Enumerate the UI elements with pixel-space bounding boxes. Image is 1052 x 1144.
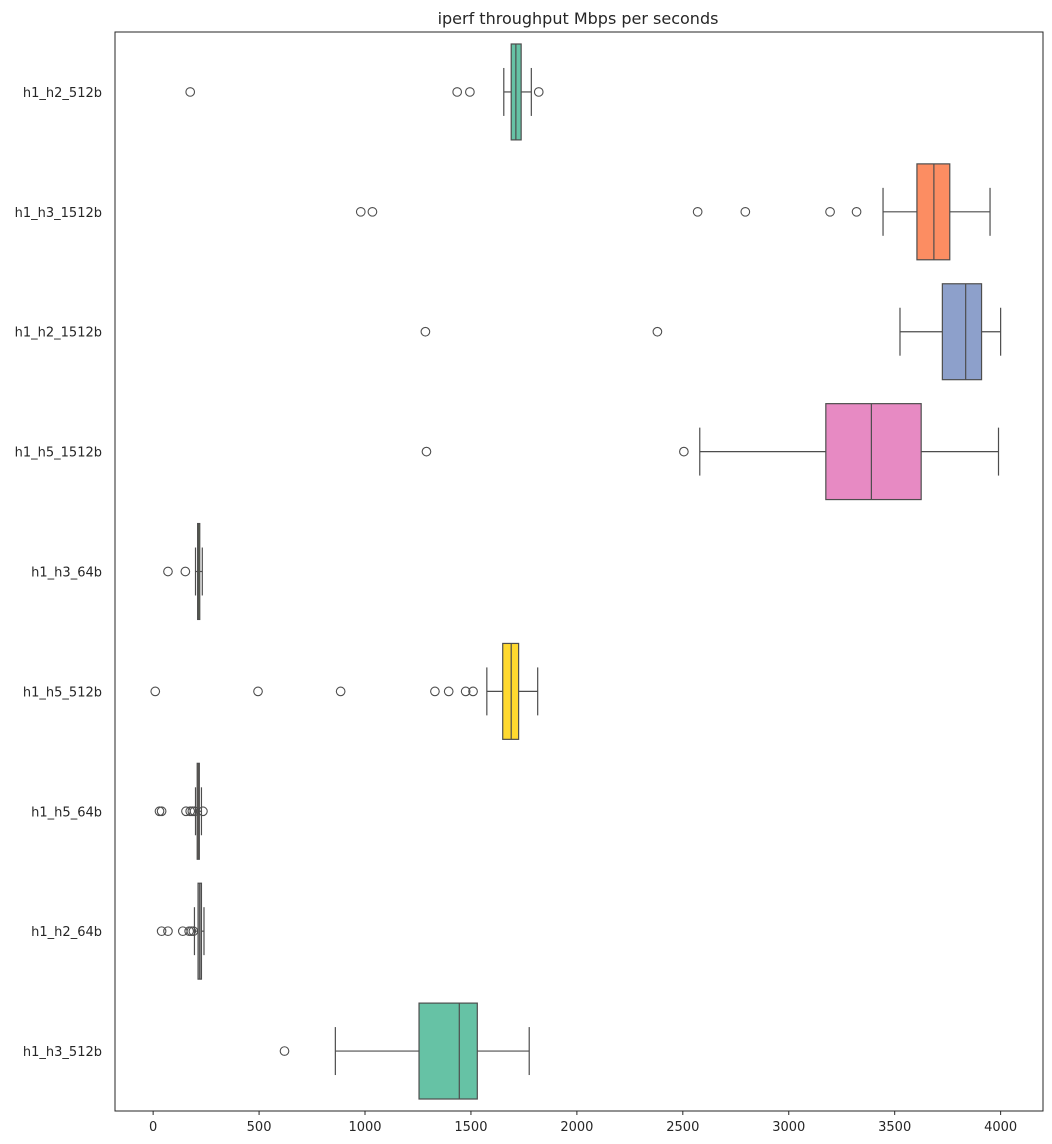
x-tick-label: 3500 — [878, 1120, 911, 1135]
box-group-h1-h5-64b — [154, 762, 208, 860]
box-group-h1-h3-64b — [163, 522, 203, 621]
outlier-point — [533, 87, 544, 97]
y-tick-label: h1_h3_1512b — [15, 206, 102, 221]
y-tick-label: h1_h3_512b — [23, 1045, 102, 1060]
outlier-point — [198, 806, 208, 817]
plot-area — [150, 43, 1002, 1100]
y-tick-label: h1_h5_512b — [23, 685, 102, 700]
outlier-point — [443, 686, 454, 697]
y-tick-label: h1_h2_64b — [31, 925, 102, 940]
box-iqr — [941, 283, 983, 381]
outlier-point — [180, 566, 191, 577]
x-tick-label: 1000 — [348, 1120, 381, 1135]
outlier-point — [355, 206, 366, 217]
y-tick-label: h1_h5_1512b — [15, 446, 102, 461]
outlier-point — [825, 206, 835, 217]
y-tick-label: h1_h2_512b — [23, 86, 102, 101]
outlier-point — [156, 806, 167, 817]
outlier-point — [163, 566, 173, 577]
x-tick-label: 1500 — [454, 1120, 487, 1135]
outlier-point — [740, 206, 751, 217]
outlier-point — [253, 686, 263, 697]
box-group-h1-h3-512b — [279, 1002, 530, 1100]
box-group-h1-h5-1512b — [421, 403, 1000, 501]
x-tick-label: 0 — [149, 1120, 157, 1135]
outlier-point — [452, 87, 463, 97]
box-group-h1-h2-1512b — [420, 283, 1002, 381]
x-tick-label: 4000 — [984, 1120, 1017, 1135]
outlier-point — [679, 446, 689, 457]
outlier-point — [468, 686, 478, 697]
outlier-point — [692, 206, 703, 217]
box-group-h1-h2-512b — [185, 43, 544, 141]
outlier-point — [367, 206, 378, 217]
outlier-point — [460, 686, 471, 697]
outlier-point — [163, 926, 173, 937]
outlier-point — [156, 926, 167, 937]
outlier-point — [420, 326, 431, 337]
box-iqr — [825, 403, 922, 501]
y-tick-label: h1_h2_1512b — [15, 326, 102, 341]
y-tick-label: h1_h3_64b — [31, 566, 102, 581]
outlier-point — [279, 1046, 290, 1056]
box-group-h1-h5-512b — [150, 642, 539, 740]
outlier-point — [154, 806, 165, 817]
x-tick-label: 3000 — [772, 1120, 805, 1135]
outlier-point — [150, 686, 161, 697]
y-tick-label: h1_h5_64b — [31, 805, 102, 820]
plot-frame — [114, 31, 1044, 1112]
box-group-h1-h3-1512b — [355, 163, 991, 261]
outlier-point — [430, 686, 440, 697]
x-tick-label: 500 — [247, 1120, 272, 1135]
outlier-point — [851, 206, 862, 217]
x-tick-label: 2500 — [666, 1120, 699, 1135]
x-axis: 0 500 1000 1500 2000 2500 3000 3500 4000 — [149, 1111, 1017, 1135]
outlier-point — [188, 926, 199, 937]
box-group-h1-h2-64b — [156, 882, 205, 980]
outlier-point — [465, 87, 475, 97]
outlier-point — [652, 326, 663, 337]
x-tick-label: 2000 — [560, 1120, 593, 1135]
chart-title: iperf throughput Mbps per seconds — [438, 9, 719, 28]
box-iqr — [418, 1002, 478, 1100]
outlier-point — [185, 87, 196, 97]
outlier-point — [421, 446, 432, 457]
y-axis: h1_h2_512b h1_h3_1512b h1_h2_1512b h1_h5_15… — [15, 86, 102, 1060]
outlier-point — [335, 686, 346, 697]
